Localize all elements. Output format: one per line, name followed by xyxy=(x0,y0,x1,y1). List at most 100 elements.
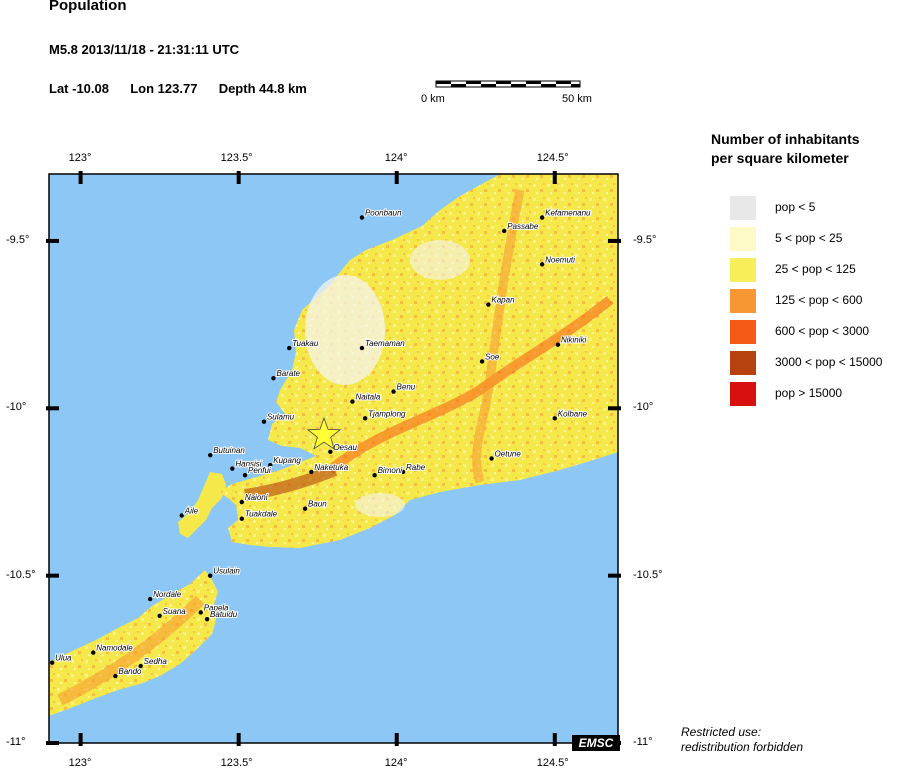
place-marker xyxy=(268,462,273,468)
place-label: Ulua xyxy=(55,654,72,663)
place-label: Bimoni xyxy=(378,466,403,475)
place-marker xyxy=(552,416,557,421)
place-marker xyxy=(208,573,213,578)
place-marker xyxy=(502,228,507,234)
legend-swatch xyxy=(730,289,756,313)
lat-tick-label-right: -11° xyxy=(633,736,653,748)
place-label: Suana xyxy=(163,607,187,616)
legend-swatch xyxy=(730,227,756,251)
epicenter-star-icon xyxy=(306,416,342,450)
place-marker xyxy=(362,416,368,421)
place-label: Papela xyxy=(204,603,229,612)
lon-tick-label-bottom: 123° xyxy=(68,757,92,769)
legend-swatch xyxy=(730,382,756,406)
place-marker xyxy=(391,389,396,394)
place-marker xyxy=(486,302,491,307)
lon-tick-label-bottom: 123.5° xyxy=(220,757,253,769)
legend-label: 25 < pop < 125 xyxy=(775,262,856,276)
usage-note: Restricted use: redistribution forbidden xyxy=(681,725,803,755)
place-marker xyxy=(242,473,248,478)
place-marker xyxy=(309,469,314,475)
usage-note-line-1: Restricted use: xyxy=(681,725,762,739)
semau-island xyxy=(178,472,226,538)
legend-label: pop > 15000 xyxy=(775,386,843,400)
place-label: Taemaman xyxy=(365,339,405,348)
latitude-text: Lat -10.08 xyxy=(49,81,109,96)
lat-tick-label-left: -11° xyxy=(6,736,26,748)
place-label: Naioni xyxy=(245,493,268,502)
place-marker xyxy=(372,473,377,478)
place-marker xyxy=(539,215,545,220)
place-marker xyxy=(400,469,406,475)
emsc-badge: EMSC xyxy=(572,735,620,751)
place-label: Poonbaun xyxy=(365,209,402,218)
place-marker xyxy=(350,399,355,404)
legend-title: Number of inhabitants per square kilomet… xyxy=(711,130,860,168)
place-label: Bando xyxy=(118,667,142,676)
place-label: Namodale xyxy=(96,644,133,653)
place-label: Nordale xyxy=(153,590,182,599)
lat-tick-label-left: -9.5° xyxy=(6,233,30,246)
lon-tick-label-top: 123° xyxy=(68,152,92,164)
lat-tick-label-right: -9.5° xyxy=(633,233,657,246)
lat-tick-label-left: -10.5° xyxy=(6,568,36,581)
place-marker xyxy=(539,262,545,267)
legend-label: 3000 < pop < 15000 xyxy=(775,355,883,369)
legend-title-line-1: Number of inhabitants xyxy=(711,131,860,147)
lon-tick-label-bottom: 124° xyxy=(384,757,408,769)
place-marker xyxy=(157,613,162,619)
place-label: Oetune xyxy=(495,450,522,459)
page-title: Population xyxy=(49,0,127,14)
place-marker xyxy=(239,516,245,521)
longitude-text: Lon 123.77 xyxy=(130,81,198,96)
legend-label: 125 < pop < 600 xyxy=(775,293,863,307)
place-marker xyxy=(489,456,494,461)
place-label: Baun xyxy=(308,500,327,509)
place-label: Benu xyxy=(397,383,416,392)
scale-bar xyxy=(435,80,581,88)
lon-tick-label-top: 124.5° xyxy=(536,152,569,164)
lon-tick-label-top: 124° xyxy=(384,152,408,164)
place-label: Kefamenanu xyxy=(545,209,591,218)
place-marker xyxy=(287,345,292,351)
place-marker xyxy=(179,513,184,518)
legend-swatch xyxy=(730,320,756,344)
place-marker xyxy=(147,596,153,602)
place-label: Butuinan xyxy=(213,446,245,455)
place-label: Kapan xyxy=(491,296,515,305)
depth-text: Depth 44.8 km xyxy=(218,81,307,96)
place-marker xyxy=(271,375,276,381)
lat-tick-label-right: -10.5° xyxy=(633,568,663,581)
place-label: Tuakdale xyxy=(245,510,278,519)
place-marker xyxy=(239,499,245,505)
place-marker xyxy=(208,452,213,458)
lon-tick-label-top: 123.5° xyxy=(220,152,253,164)
place-marker xyxy=(230,466,235,471)
place-label: Kupang xyxy=(273,456,301,465)
lon-tick-label-bottom: 124.5° xyxy=(536,757,569,769)
place-marker xyxy=(479,359,485,364)
place-marker xyxy=(359,345,365,351)
place-label: Kolbane xyxy=(558,409,588,418)
lat-tick-label-left: -10° xyxy=(6,401,27,414)
place-label: Hansisi xyxy=(235,460,261,469)
place-label: Penfui xyxy=(248,466,271,475)
legend-swatch xyxy=(730,351,756,375)
event-coordinates: Lat -10.08 Lon 123.77 Depth 44.8 km xyxy=(49,81,307,96)
place-label: Tuakau xyxy=(292,339,319,348)
legend-title-line-2: per square kilometer xyxy=(711,150,849,166)
place-marker xyxy=(555,342,561,347)
place-marker xyxy=(198,610,203,615)
place-marker xyxy=(49,660,55,665)
place-marker xyxy=(302,506,308,511)
place-label: Noemuti xyxy=(545,255,575,264)
place-label: Barate xyxy=(276,369,300,378)
place-label: Usulain xyxy=(213,567,240,576)
place-marker xyxy=(204,616,210,622)
place-label: Nikiniki xyxy=(561,336,587,345)
lat-tick-label-right: -10° xyxy=(633,401,654,414)
place-marker xyxy=(113,673,118,679)
place-marker xyxy=(328,449,333,455)
usage-note-line-2: redistribution forbidden xyxy=(681,740,804,754)
